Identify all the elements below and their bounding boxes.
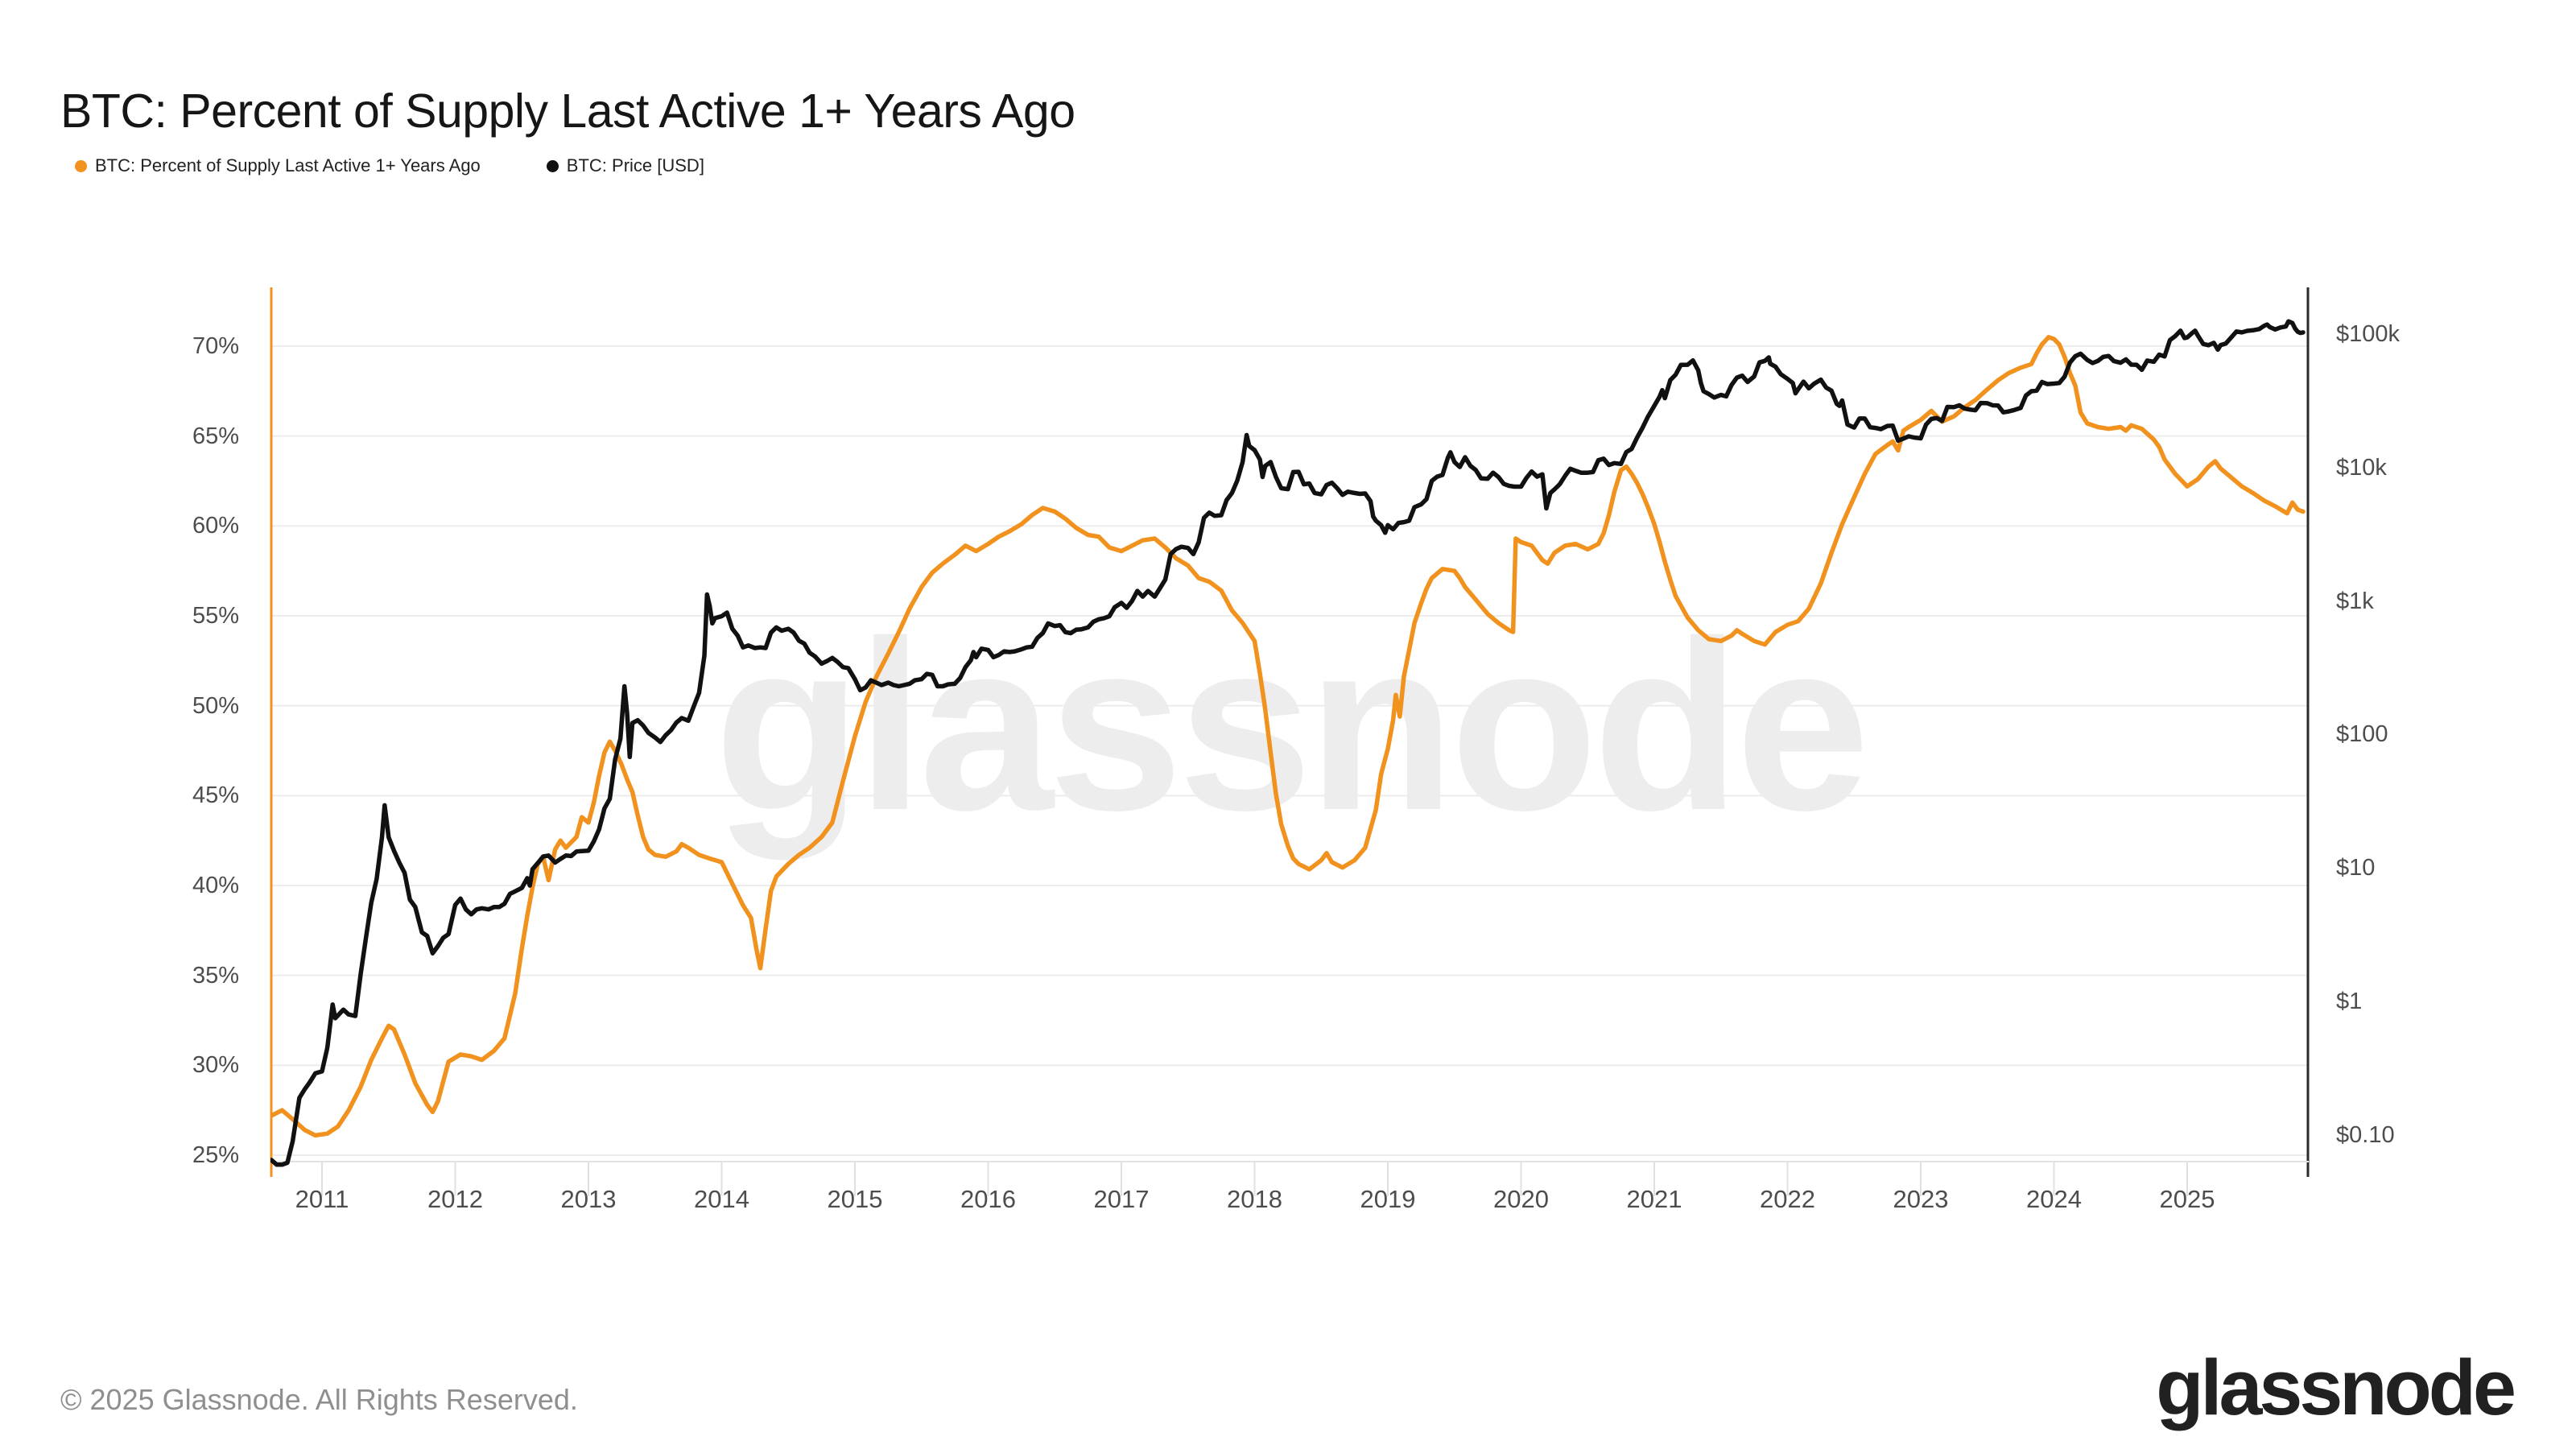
left-axis-label: 55% xyxy=(192,602,239,629)
right-axis-label: $100k xyxy=(2336,321,2401,347)
price-series-line xyxy=(270,319,2306,1167)
legend-item-price[interactable]: BTC: Price [USD] xyxy=(546,155,704,176)
x-axis-year-label: 2025 xyxy=(2159,1185,2215,1213)
left-axis-label: 45% xyxy=(192,782,239,809)
left-axis-label: 60% xyxy=(192,513,239,539)
legend: BTC: Percent of Supply Last Active 1+ Ye… xyxy=(75,155,704,176)
glassnode-logo: glassnode xyxy=(2156,1344,2516,1431)
x-axis-year-label: 2024 xyxy=(2026,1185,2082,1213)
left-axis-label: 50% xyxy=(192,692,239,719)
left-axis-label: 40% xyxy=(192,872,239,898)
right-axis-label: $0.10 xyxy=(2336,1121,2395,1148)
left-axis-label: 65% xyxy=(192,423,239,449)
chart-plot-area[interactable] xyxy=(270,287,2309,1162)
copyright-text: © 2025 Glassnode. All Rights Reserved. xyxy=(60,1383,578,1416)
x-axis-year-label: 2021 xyxy=(1626,1185,1682,1213)
legend-label-price: BTC: Price [USD] xyxy=(566,155,704,175)
x-axis-year-label: 2013 xyxy=(560,1185,617,1213)
supply-series-line xyxy=(270,335,2306,1138)
x-axis-year-label: 2023 xyxy=(1893,1185,1949,1213)
legend-dot-price-icon xyxy=(546,159,559,172)
x-axis-year-label: 2022 xyxy=(1760,1185,1815,1213)
x-axis-year-label: 2012 xyxy=(427,1185,483,1213)
right-axis-label: $100 xyxy=(2336,721,2388,748)
left-axis-label: 70% xyxy=(192,333,239,359)
x-axis-year-label: 2014 xyxy=(694,1185,749,1213)
x-axis-year-label: 2020 xyxy=(1493,1185,1549,1213)
x-axis-year-label: 2018 xyxy=(1227,1185,1282,1213)
x-axis-year-label: 2011 xyxy=(295,1185,349,1213)
x-axis-year-label: 2015 xyxy=(827,1185,883,1213)
right-axis-label: $10 xyxy=(2336,855,2376,881)
legend-item-supply[interactable]: BTC: Percent of Supply Last Active 1+ Ye… xyxy=(75,155,481,176)
right-axis-label: $1k xyxy=(2336,588,2374,614)
left-axis-label: 25% xyxy=(192,1141,239,1168)
left-axis-label: 35% xyxy=(192,962,239,989)
right-axis-label: $1 xyxy=(2336,989,2363,1015)
legend-label-supply: BTC: Percent of Supply Last Active 1+ Ye… xyxy=(95,155,481,175)
x-axis-year-label: 2019 xyxy=(1360,1185,1416,1213)
right-axis-label: $10k xyxy=(2336,454,2387,481)
legend-dot-supply-icon xyxy=(75,159,87,172)
x-axis-year-label: 2016 xyxy=(960,1185,1016,1213)
page-title: BTC: Percent of Supply Last Active 1+ Ye… xyxy=(60,84,1075,138)
left-axis-label: 30% xyxy=(192,1052,239,1079)
watermark-text: glassnode xyxy=(714,590,1865,862)
x-axis-year-label: 2017 xyxy=(1093,1185,1150,1213)
